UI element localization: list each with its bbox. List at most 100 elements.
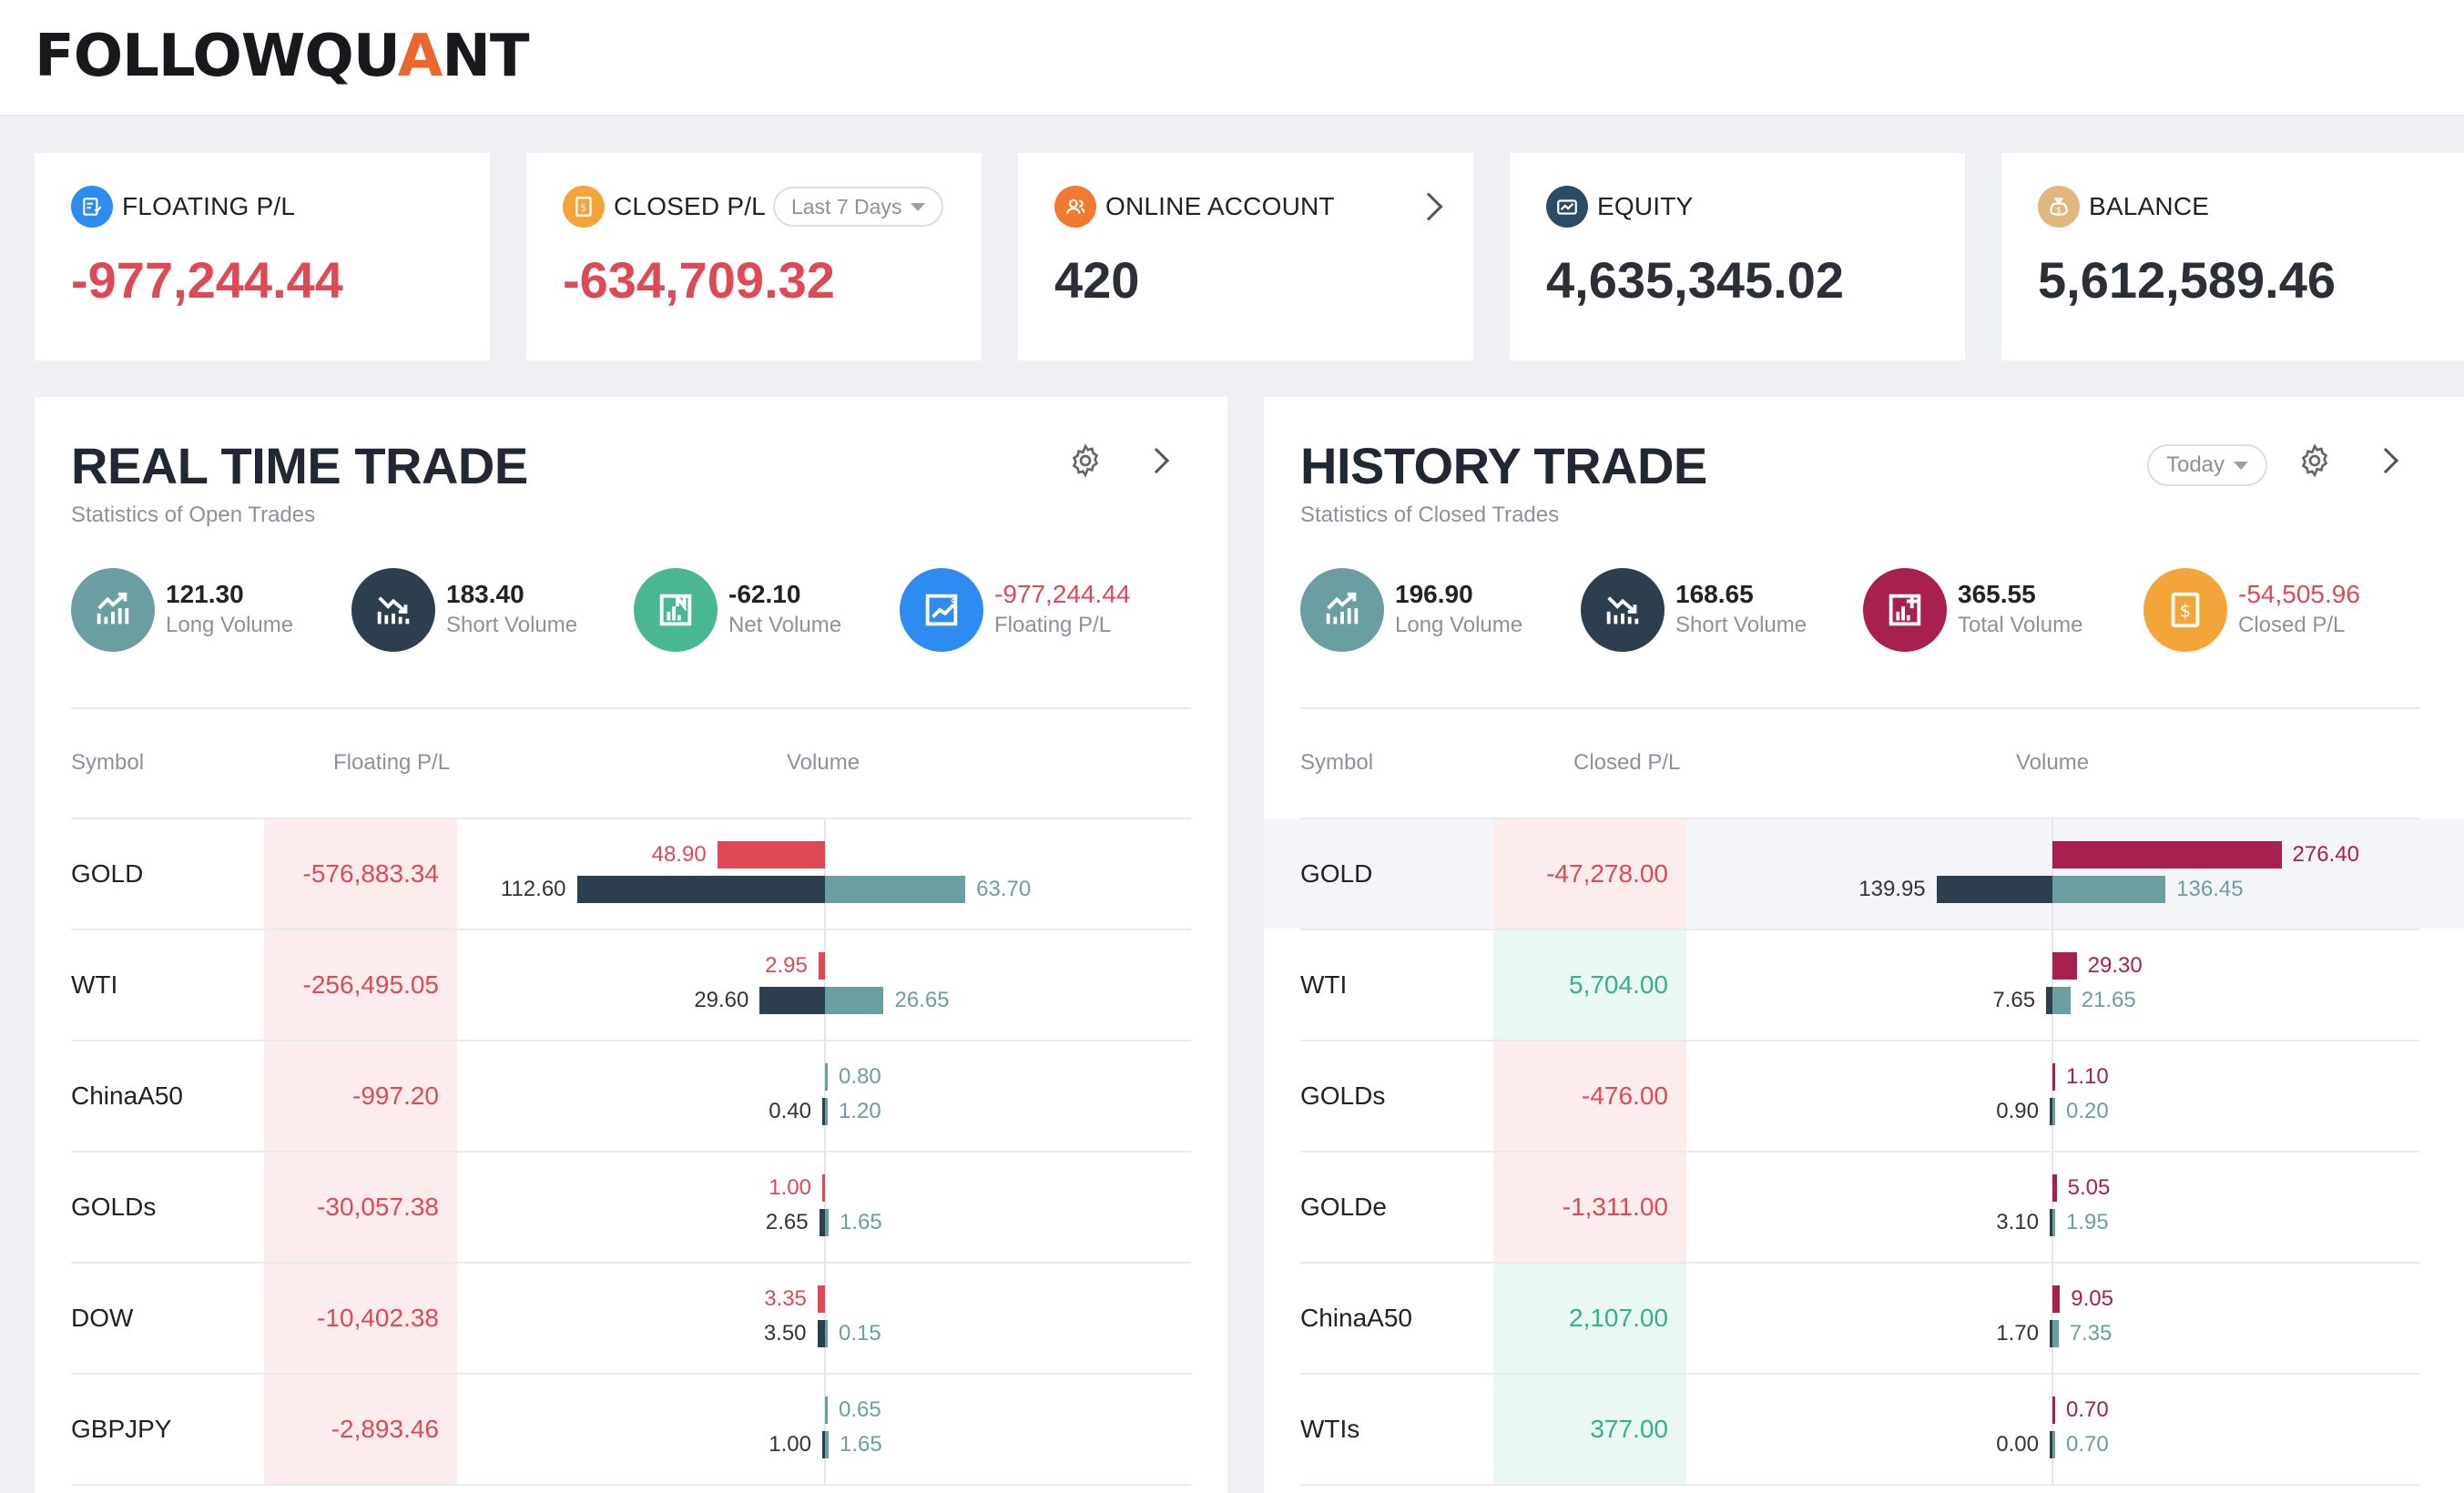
total-volume-bar-label: 9.05: [2071, 1286, 2113, 1311]
period-dropdown[interactable]: Today: [2147, 444, 2267, 486]
row-divider: [71, 1373, 1191, 1375]
column-header-closed-pl: Closed P/L: [1573, 750, 1681, 775]
metric-label: Short Volume: [446, 613, 578, 637]
short-volume-bar: [1936, 876, 2052, 903]
table-row[interactable]: GOLDe -1,311.00 5.05 3.10 1.95: [1264, 1153, 2464, 1264]
chevron-right-icon[interactable]: [2372, 447, 2399, 474]
short-volume-metric: 168.65 Short Volume: [1581, 566, 1807, 654]
volume-axis: [2052, 819, 2053, 930]
volume-axis: [824, 1041, 826, 1153]
long-volume-bar: [825, 876, 966, 903]
row-divider: [71, 1262, 1191, 1264]
long-volume-bar: [825, 1431, 829, 1458]
divider: [1300, 707, 2420, 709]
short-volume-label: 2.65: [765, 1210, 809, 1234]
total-volume-metric: 365.55 Total Volume: [1863, 566, 2082, 654]
table-row[interactable]: WTIs 377.00 0.70 0.00 0.70: [1264, 1375, 2464, 1486]
pl-cell: -30,057.38: [264, 1153, 457, 1264]
metric-value: 168.65: [1675, 580, 1754, 608]
table-row[interactable]: GOLDs -476.00 1.10 0.90 0.20: [1264, 1041, 2464, 1153]
net-volume-bar: [818, 952, 825, 980]
row-divider: [71, 1151, 1191, 1153]
trend-up-icon: [1300, 568, 1384, 652]
metric-label: Long Volume: [1395, 613, 1523, 637]
gear-icon[interactable]: [2296, 442, 2333, 479]
column-header-volume: Volume: [2016, 750, 2090, 775]
long-volume-bar: [2052, 876, 2166, 903]
symbol-cell: GOLDs: [1300, 1082, 1386, 1110]
short-volume-bar: [2046, 987, 2052, 1014]
svg-text:$: $: [2180, 601, 2191, 622]
header-line: [1300, 818, 2420, 819]
trend-down-icon: [1581, 568, 1665, 652]
long-volume-bar: [825, 1209, 829, 1236]
table-row[interactable]: ChinaA50 -997.20 0.80 0.40 1.20: [35, 1041, 1227, 1153]
card-label: EQUITY: [1597, 192, 1694, 220]
net-volume-bar-label: 1.00: [769, 1175, 811, 1200]
symbol-cell: GOLD: [1300, 859, 1373, 888]
table-row[interactable]: GBPJPY -2,893.46 0.65 1.00 1.65: [35, 1375, 1227, 1486]
long-volume-label: 7.35: [2069, 1321, 2113, 1346]
chevron-right-icon[interactable]: [1143, 447, 1170, 474]
top-header: FOLLOWQUANT: [0, 0, 2464, 117]
metric-value: -54,505.96: [2238, 580, 2360, 608]
wallet-chart-icon: [1546, 186, 1588, 228]
gear-icon[interactable]: [1067, 442, 1104, 479]
online-account-card[interactable]: ONLINE ACCOUNT 420: [1018, 153, 1473, 361]
pl-cell: -2,893.46: [264, 1375, 457, 1486]
row-divider: [1300, 1040, 2420, 1041]
total-volume-bar: [2052, 1063, 2055, 1091]
panel-title: HISTORY TRADE: [1300, 437, 1707, 494]
symbol-cell: WTIs: [1300, 1415, 1360, 1443]
trend-up-icon: [71, 568, 155, 652]
long-volume-bar: [2052, 1431, 2055, 1458]
table-row[interactable]: ChinaA50 2,107.00 9.05 1.70 7.35: [1264, 1264, 2464, 1375]
period-dropdown[interactable]: Last 7 Days: [772, 187, 944, 227]
metric-value: -977,244.44: [994, 580, 1131, 608]
table-row[interactable]: GOLD -576,883.34 48.90 112.60 63.70: [35, 819, 1227, 930]
pl-cell: -10,402.38: [264, 1264, 457, 1375]
short-volume-label: 1.00: [769, 1432, 811, 1457]
short-volume-label: 1.70: [1996, 1321, 2039, 1346]
metric-value: 183.40: [446, 580, 524, 608]
column-header-symbol: Symbol: [1300, 750, 1374, 775]
table-row[interactable]: WTI 5,704.00 29.30 7.65 21.65: [1264, 930, 2464, 1041]
users-icon: [1054, 186, 1096, 228]
dropdown-value: Today: [2165, 452, 2225, 477]
symbol-cell: GOLDe: [1300, 1193, 1387, 1221]
short-volume-bar: [2050, 1209, 2052, 1236]
short-volume-label: 0.90: [1996, 1099, 2039, 1123]
table-row[interactable]: GOLDs -30,057.38 1.00 2.65 1.65: [35, 1153, 1227, 1264]
long-volume-bar: [825, 1320, 828, 1347]
table-row[interactable]: DOW -10,402.38 3.35 3.50 0.15: [35, 1264, 1227, 1375]
floating-pl-value: -977,244.44: [71, 251, 343, 309]
metric-label: Short Volume: [1675, 613, 1807, 637]
row-divider: [1300, 1373, 2420, 1375]
followquant-logo[interactable]: FOLLOWQUANT: [35, 23, 530, 90]
table-row[interactable]: GOLD -47,278.00 276.40 139.95 136.45: [1264, 819, 2464, 930]
row-highlight: [1264, 819, 2464, 929]
equity-card: EQUITY 4,635,345.02: [1510, 153, 1965, 361]
row-divider: [1300, 1151, 2420, 1153]
net-volume-bar: [825, 1397, 828, 1424]
column-header-symbol: Symbol: [71, 750, 145, 775]
total-volume-bar: [2052, 1285, 2061, 1313]
receipt-icon: $: [563, 186, 605, 228]
metric-label: Net Volume: [728, 613, 842, 637]
card-label: CLOSED P/L: [614, 192, 766, 220]
short-volume-label: 139.95: [1858, 877, 1926, 901]
table-row[interactable]: WTI -256,495.05 2.95 29.60 26.65: [35, 930, 1227, 1041]
short-volume-metric: 183.40 Short Volume: [351, 566, 577, 654]
closed-pl-card: $ CLOSED P/L Last 7 Days -634,709.32: [526, 153, 982, 361]
divider: [71, 707, 1191, 709]
short-volume-bar: [759, 987, 825, 1014]
real-time-trade-panel: REAL TIME TRADE Statistics of Open Trade…: [35, 397, 1227, 1493]
symbol-cell: WTI: [71, 970, 118, 999]
chevron-right-icon[interactable]: [1414, 192, 1443, 221]
panel-subtitle: Statistics of Closed Trades: [1300, 503, 1560, 527]
total-volume-bar: [2052, 1174, 2057, 1202]
volume-axis: [2052, 930, 2053, 1041]
metric-label: Total Volume: [1958, 613, 2083, 637]
long-volume-label: 1.65: [839, 1210, 882, 1234]
volume-axis: [824, 1375, 826, 1486]
